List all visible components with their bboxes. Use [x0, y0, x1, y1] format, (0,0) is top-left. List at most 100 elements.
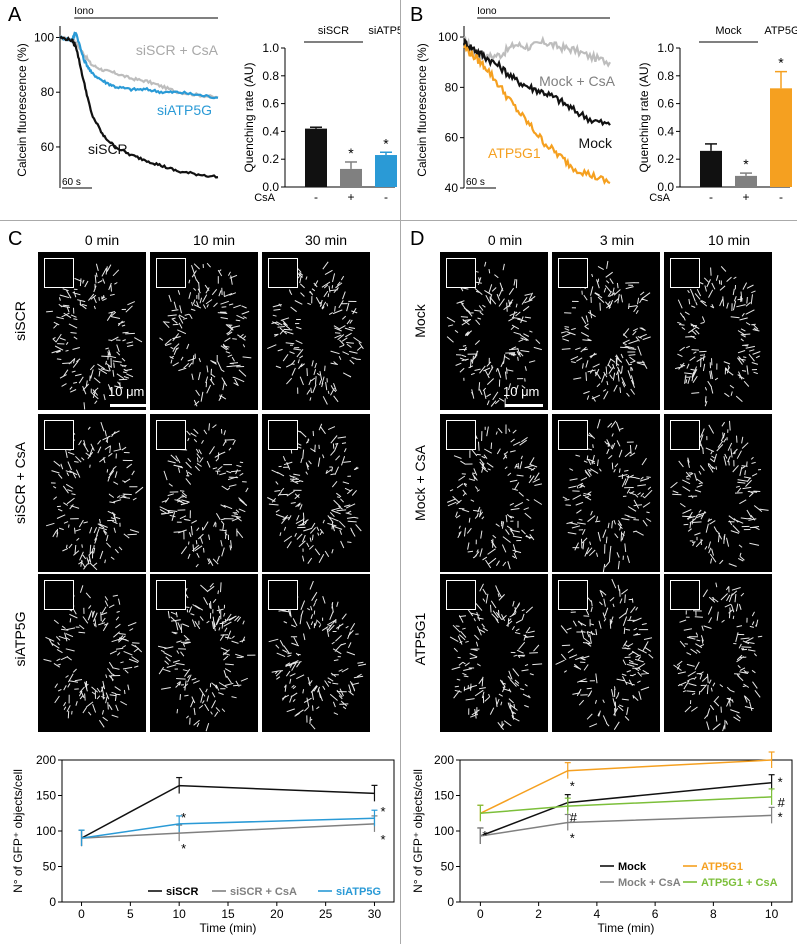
star-c-3: * [380, 804, 385, 819]
panel-letter-b: B [410, 4, 424, 26]
micrograph-r2-c1 [150, 574, 258, 732]
mitochondria-network [159, 423, 249, 568]
label-siscr-csa: siSCR + CsA [136, 42, 219, 58]
star-d-3: * [570, 830, 575, 845]
y-tick-label: 200 [434, 753, 454, 767]
zoom-inset [156, 580, 186, 610]
mitochondria-network [446, 261, 542, 408]
mitochondria-network [560, 260, 651, 402]
mitochondria-image [670, 420, 769, 567]
legend-entry: Mock [618, 861, 647, 873]
nucleus-void [479, 312, 511, 356]
x-tick-label: 4 [594, 907, 601, 921]
micrograph-r2-c1 [552, 574, 660, 732]
zoom-inset [670, 580, 700, 610]
y-tick-label: 200 [36, 753, 56, 767]
bar-0 [305, 128, 327, 187]
significance-star: * [743, 156, 749, 172]
significance-star: * [383, 135, 389, 151]
mitochondria-network [670, 420, 769, 567]
trace-atp5g1 [463, 43, 611, 185]
zoom-inset [156, 420, 186, 450]
x-tick-label: 10 [765, 907, 779, 921]
nucleus-void [301, 312, 333, 356]
time-label-c-2: 30 min [304, 232, 348, 248]
star-d-1: * [482, 828, 487, 843]
hash-d-1: # [570, 810, 578, 825]
micrograph-r0-c1 [552, 252, 660, 410]
row-label-c-0: siSCR [12, 301, 28, 341]
x-tick-label: 0 [78, 907, 85, 921]
nucleus-void [591, 312, 623, 356]
scale-bar-text-d: 10 μm [503, 384, 540, 399]
panel-letter-a: A [8, 4, 22, 26]
zoom-inset [156, 258, 186, 288]
micrograph-r2-c2 [262, 574, 370, 732]
bar-y-tick-label: 0.4 [657, 124, 674, 138]
legend-entry: siSCR + CsA [230, 886, 297, 898]
nucleus-void [591, 474, 623, 518]
panel-b-charts: 100 80 60 40 Calcein fluorescence (%) Iono 60 … [415, 6, 797, 204]
micrograph-r0-c1 [150, 252, 258, 410]
bar-y-tick-label: 0.6 [657, 97, 674, 111]
nucleus-void [189, 634, 221, 678]
nucleus-void [77, 474, 109, 518]
bar-1 [735, 175, 757, 187]
nucleus-void [77, 312, 109, 356]
scale-bar-d [505, 404, 543, 407]
panel-letter-d: D [410, 228, 425, 250]
nucleus-void [591, 634, 623, 678]
mitochondria-image [268, 580, 367, 730]
x-tick-label: 8 [710, 907, 717, 921]
y-tick-label: 100 [434, 824, 454, 838]
mitochondria-image [157, 582, 256, 732]
zoom-inset [446, 420, 476, 450]
x-tick-label: 2 [535, 907, 542, 921]
y-tick-label: 0 [49, 895, 56, 909]
bar-y-axis-title: Quenching rate (AU) [242, 62, 256, 172]
mitochondria-image [560, 260, 651, 402]
time-scale-label: 60 s [62, 177, 81, 188]
x-tick-label: 0 [477, 907, 484, 921]
bar-y-axis-title: Quenching rate (AU) [637, 62, 651, 172]
mitochondria-image [159, 262, 252, 407]
mitochondria-network [267, 261, 364, 405]
micrograph-r1-c1 [150, 414, 258, 572]
y-tick-label: 150 [434, 789, 454, 803]
micrograph-r1-c2 [664, 414, 772, 572]
trace-y-tick-label: 80 [41, 85, 55, 99]
bar-y-tick-label: 0.4 [262, 124, 279, 138]
x-axis-title: Time (min) [598, 921, 655, 935]
zoom-inset [558, 420, 588, 450]
series-mock-csa [480, 814, 772, 837]
group-label-2: ATP5G1 [764, 25, 797, 37]
mitochondria-network [46, 263, 143, 410]
bar-2 [375, 155, 397, 187]
nucleus-void [479, 634, 511, 678]
zoom-inset [670, 420, 700, 450]
bar-2 [770, 88, 792, 187]
row-label-c-2: siATP5G [12, 611, 28, 667]
mitochondria-image [267, 423, 362, 564]
x-tick-label: 10 [172, 907, 186, 921]
y-tick-label: 150 [36, 789, 56, 803]
csa-label: CsA [649, 192, 670, 204]
nucleus-void [703, 474, 735, 518]
bar-y-tick-label: 0.2 [657, 152, 674, 166]
trace-y-tick-label: 100 [34, 30, 54, 44]
micrograph-r2-c0 [440, 574, 548, 732]
mitochondria-image [674, 266, 761, 407]
panel-c-bottom-chart: 0 50 100 150 200 0 5 10 15 20 25 30 Time (min) N° of … [11, 753, 395, 935]
mitochondria-image [447, 424, 543, 570]
micrograph-r0-c2 [664, 252, 772, 410]
star-c-2: * [181, 841, 186, 856]
bar-y-tick-label: 1.0 [262, 41, 279, 55]
csa-label: CsA [254, 192, 275, 204]
csa-sign: - [779, 190, 783, 204]
micrograph-r2-c2 [664, 574, 772, 732]
time-label-d-0: 0 min [487, 232, 523, 248]
vertical-divider [400, 0, 401, 944]
time-label-c-1: 10 min [192, 232, 236, 248]
mitochondria-image [45, 421, 144, 571]
